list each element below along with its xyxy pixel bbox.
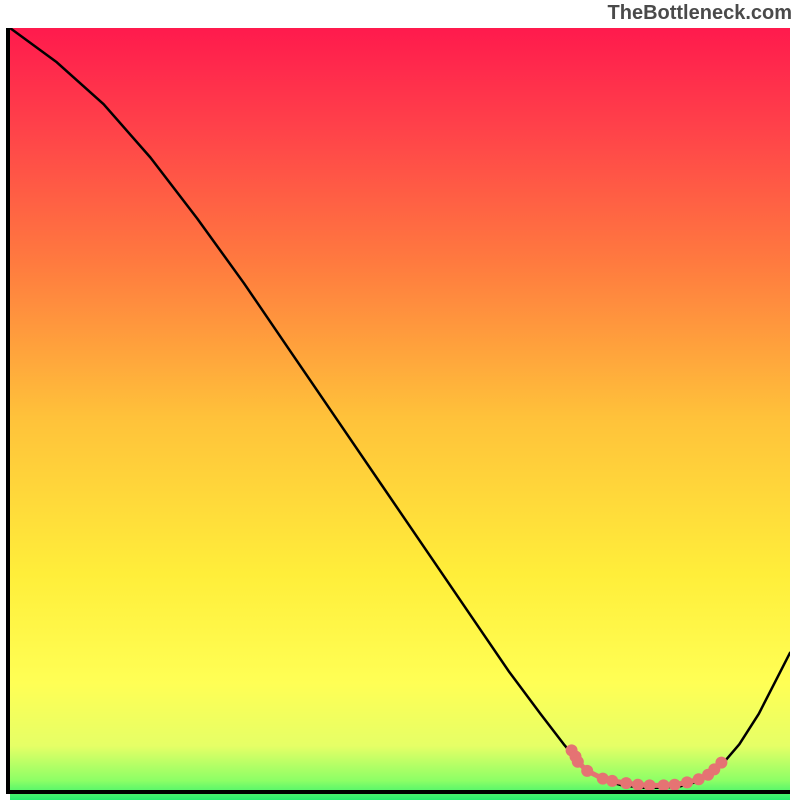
figure-container: TheBottleneck.com (0, 0, 800, 800)
y-axis-line (6, 28, 10, 794)
scatter-point (658, 779, 670, 790)
scatter-point (606, 775, 618, 787)
scatter-point (581, 765, 593, 777)
plot-svg-layer (10, 28, 790, 790)
scatter-point (632, 779, 644, 790)
scatter-point (715, 757, 727, 769)
plot-area (10, 28, 790, 790)
watermark-text: TheBottleneck.com (608, 2, 792, 25)
scatter-point (681, 776, 693, 788)
scatter-point (669, 779, 681, 790)
x-axis-line (6, 790, 790, 794)
scatter-point (572, 756, 584, 768)
scatter-point (620, 777, 632, 789)
bottleneck-curve (10, 28, 790, 788)
scatter-point (644, 779, 656, 790)
